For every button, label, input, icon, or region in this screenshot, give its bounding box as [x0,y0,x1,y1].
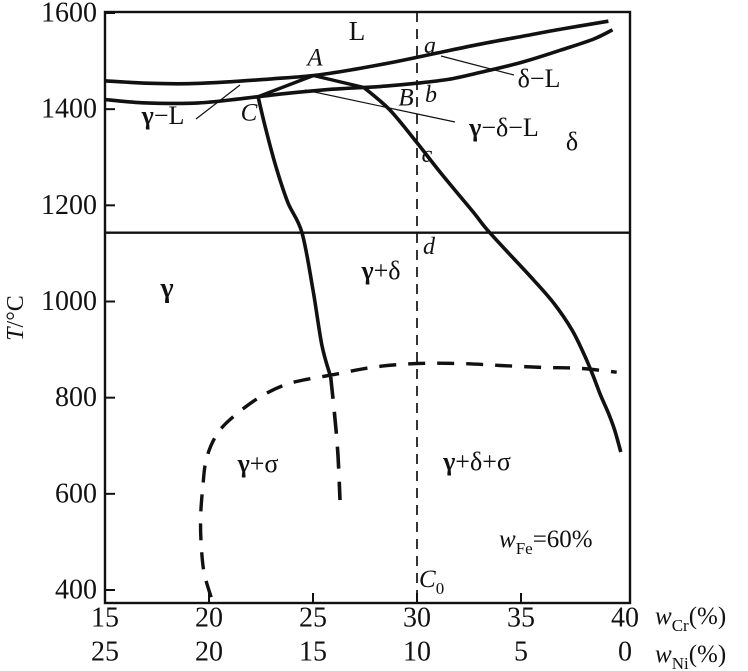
y-tick-label-1600: 1600 [41,0,97,29]
label-iron-fraction: wFe=60% [499,526,593,558]
x-tick-label-ni-25: 25 [91,637,119,668]
x-tick-label-ni-0: 0 [618,637,632,668]
series-gamma-solidus [104,94,259,106]
region-label-gamma: γ [159,273,173,304]
x-tick-label-cr-25: 25 [299,603,327,634]
region-label-delta: δ [566,127,578,156]
series-tie-line-A-C [257,73,315,99]
point-label-C: C [241,100,258,127]
y-tick-label-1200: 1200 [41,190,97,221]
x-tick-label-cr-20: 20 [195,603,223,634]
y-tick-label-1000: 1000 [41,286,97,317]
x-tick-label-cr-40: 40 [611,603,639,634]
region-label-gamma-delta-sigma: γ+δ+σ [442,447,511,476]
x-axis-title-cr: wCr(%) [655,603,726,635]
x-tick-label-cr-15: 15 [91,603,119,634]
label-delta-L: δ−L [518,64,561,93]
label-gamma-delta-L: γ−δ−L [468,113,539,142]
region-label-gamma-delta: γ+δ [360,256,400,285]
leader-gamma-delta-L [304,89,456,123]
series-delta-solidus [363,28,614,90]
series-liquidus [104,19,609,86]
series-sigma-phase-boundary [198,361,617,598]
series-tie-line-A-B [313,73,365,90]
series-solidus-C-to-B [257,85,365,99]
x-tick-label-ni-20: 20 [195,637,223,668]
x-tick-label-ni-5: 5 [514,637,528,668]
series-gamma-phase-boundary-extension [328,376,342,501]
point-label-d: d [423,234,436,260]
x-tick-label-ni-10: 10 [403,637,431,668]
label-gamma-L: γ−L [141,101,185,130]
label-C0: C0 [419,566,444,598]
point-label-a: a [424,33,436,59]
x-axis-title-ni: wNi(%) [655,641,726,671]
leader-gamma-L [195,84,241,120]
x-tick-label-cr-30: 30 [403,603,431,634]
leader-delta-L [440,55,515,76]
point-label-B: B [398,85,413,112]
x-tick-label-cr-35: 35 [507,603,535,634]
point-label-A: A [305,45,323,72]
region-label-gamma-sigma: γ+σ [237,449,279,478]
y-tick-label-600: 600 [55,478,97,509]
y-tick-label-1400: 1400 [41,94,97,125]
point-label-b: b [425,82,437,108]
y-tick-label-400: 400 [55,575,97,606]
y-tick-label-800: 800 [55,382,97,413]
point-label-c: c [422,142,433,168]
plot-border [103,10,632,605]
x-tick-label-ni-15: 15 [299,637,327,668]
series-gamma-phase-boundary [256,96,333,378]
series-delta-phase-boundary [362,86,623,453]
region-label-L: L [349,16,366,46]
y-axis-title: T/°C [3,295,29,341]
